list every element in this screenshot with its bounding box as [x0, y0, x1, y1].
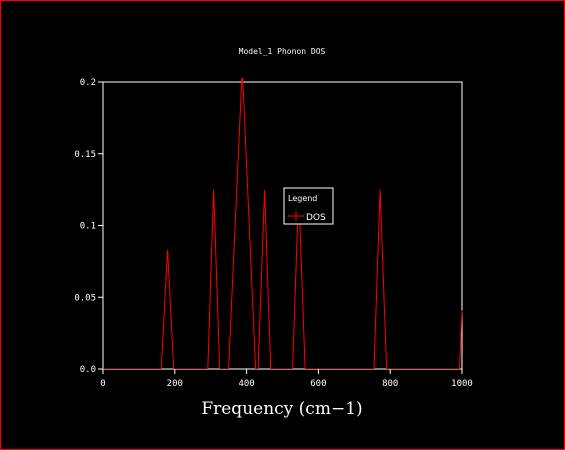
x-tick-label-5: 1000 — [451, 379, 473, 389]
x-tick-label-0: 0 — [100, 379, 105, 389]
axis-layer: 0 200 400 600 800 1000 0.0 0.05 0.1 0.15 0.2 — [74, 78, 473, 389]
legend-title: Legend — [288, 194, 317, 203]
plot-area-frame — [102, 81, 463, 370]
x-axis-label: Frequency (cm−1) — [201, 399, 362, 419]
y-tick-label-4: 0.2 — [80, 78, 96, 88]
y-tick-label-0: 0.0 — [80, 365, 96, 375]
series-layer — [103, 78, 463, 369]
series-line-dos — [103, 78, 463, 369]
x-tick-label-3: 600 — [310, 379, 326, 389]
chart-title: Model_1 Phonon DOS — [239, 47, 326, 56]
legend: Legend DOS — [283, 187, 334, 225]
x-tick-label-2: 400 — [238, 379, 254, 389]
x-tick-label-1: 200 — [167, 379, 183, 389]
y-tick-label-3: 0.15 — [74, 150, 96, 160]
x-tick-label-4: 800 — [382, 379, 398, 389]
y-tick-label-2: 0.1 — [80, 222, 96, 232]
y-tick-label-1: 0.05 — [74, 293, 96, 303]
legend-box — [283, 187, 334, 225]
legend-entry-dos: DOS — [306, 213, 326, 223]
